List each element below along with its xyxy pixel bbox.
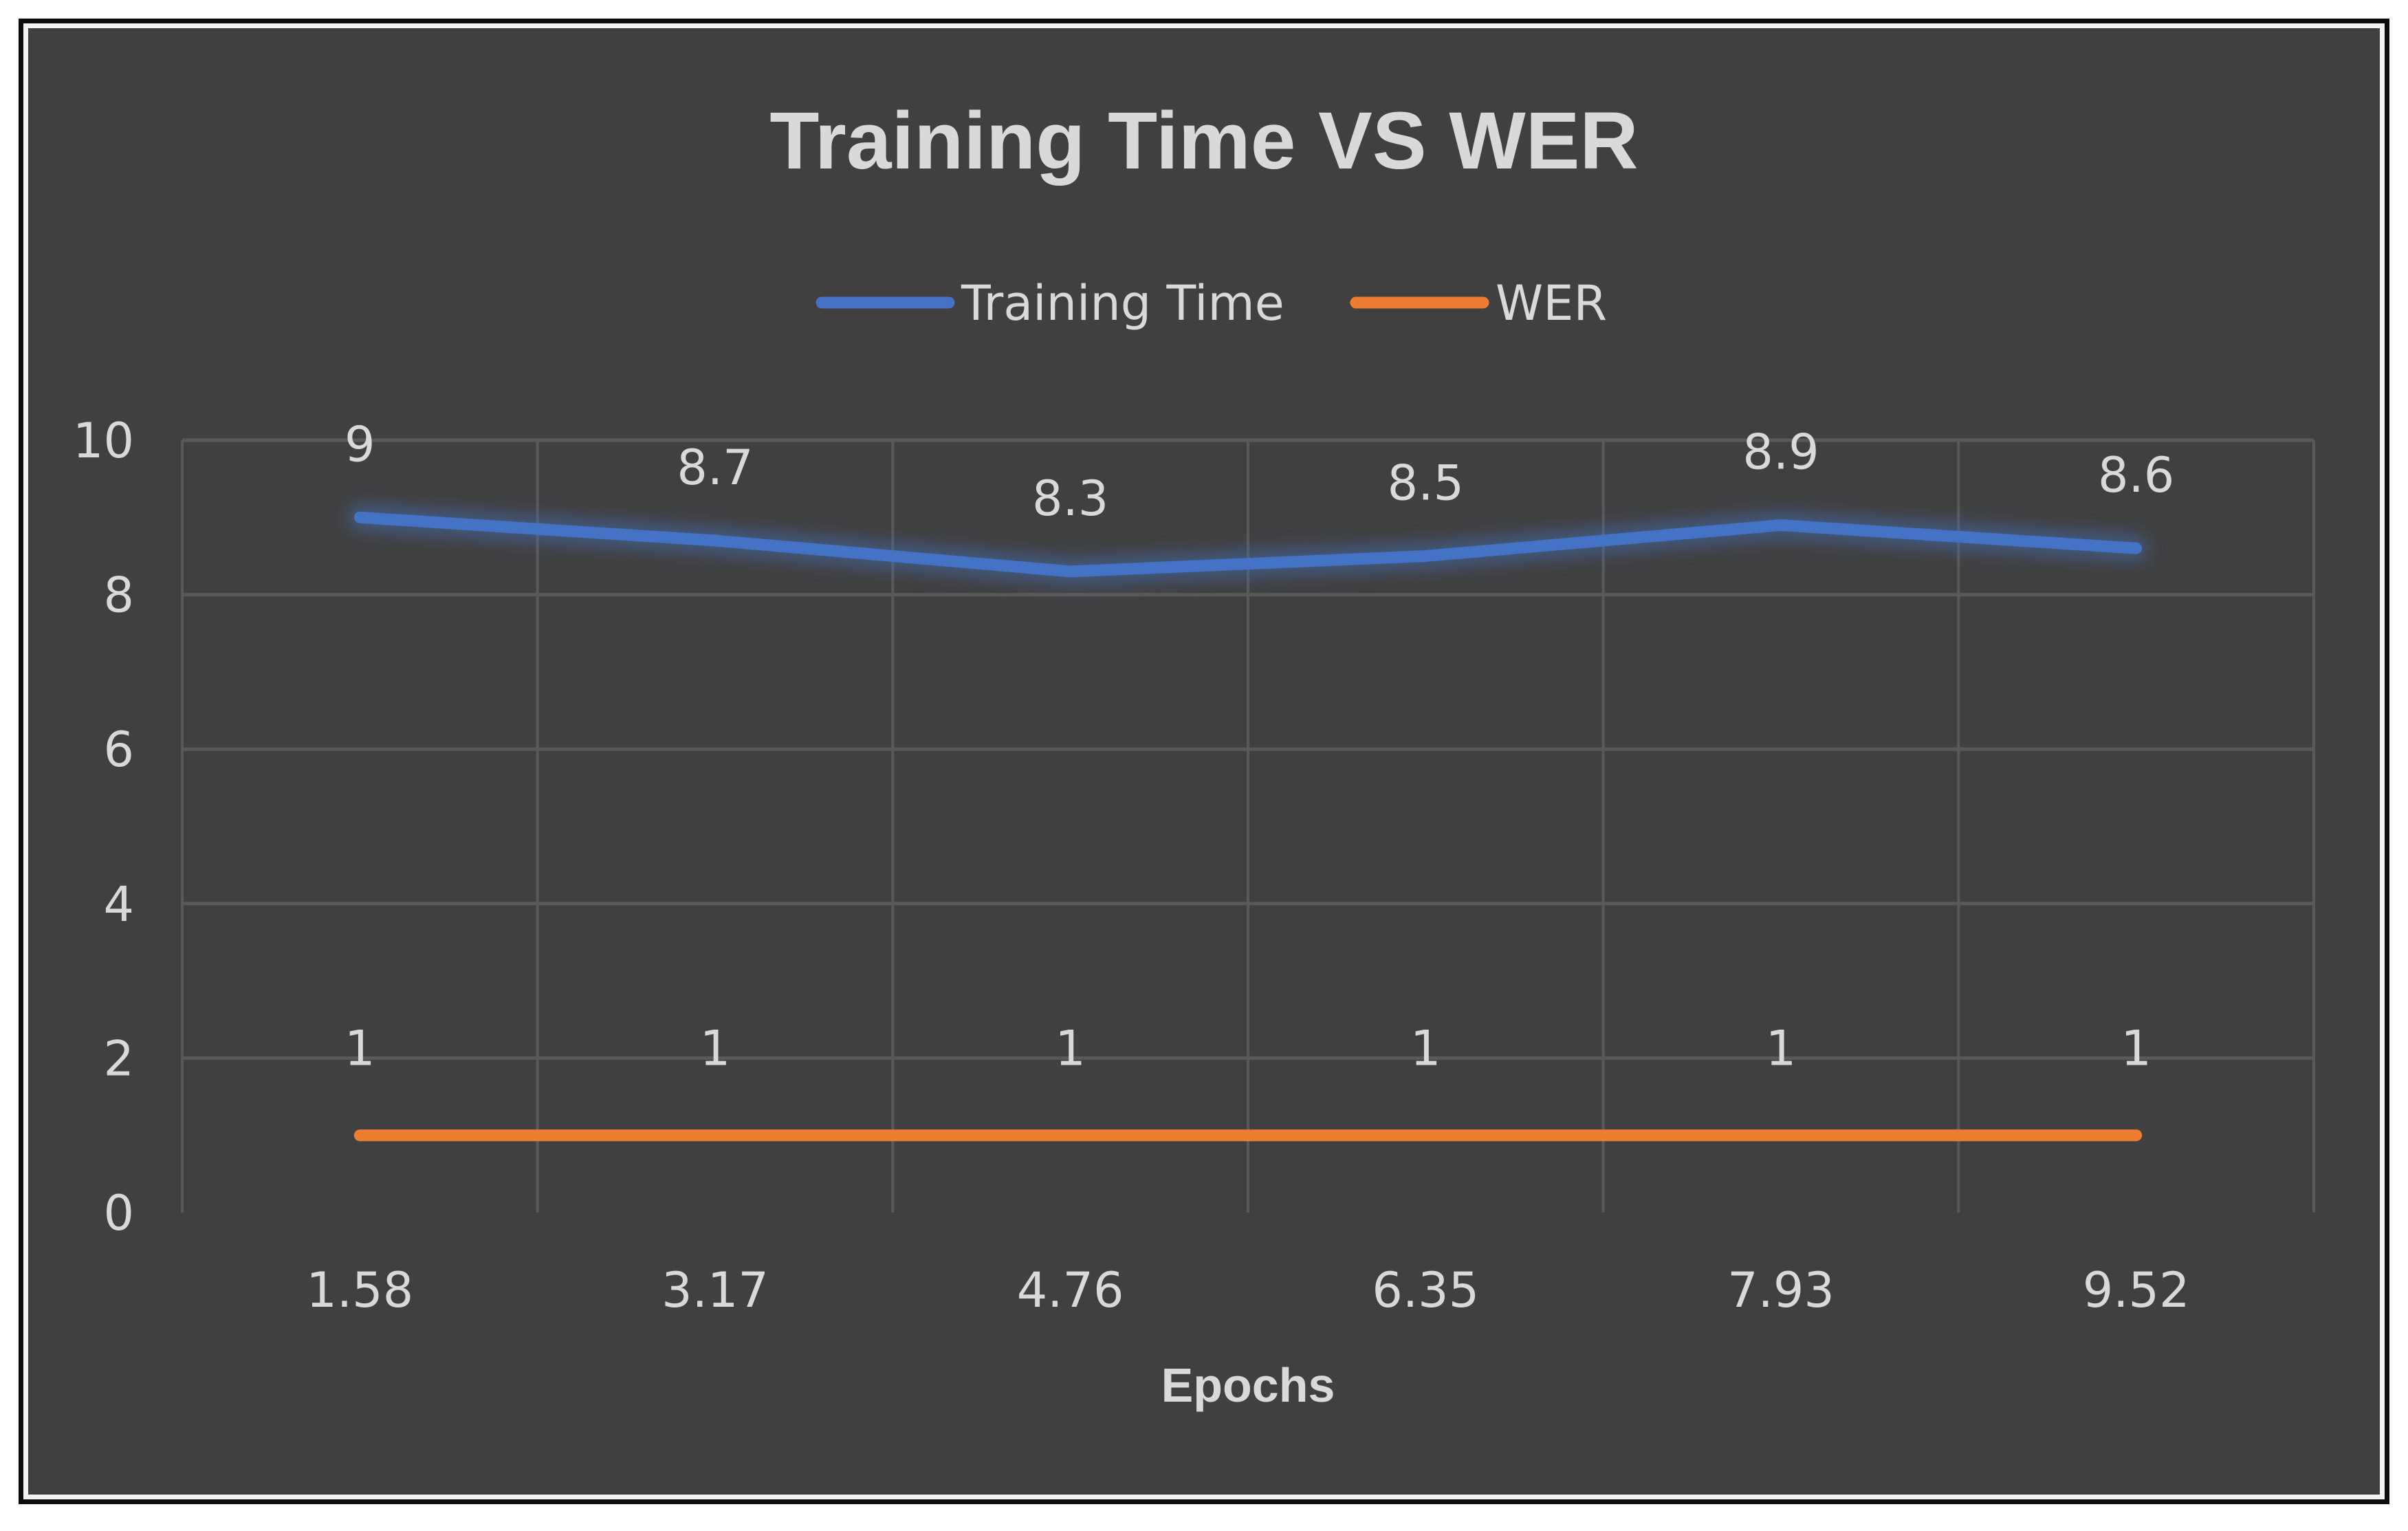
y-tick-label: 2 <box>103 1030 134 1087</box>
x-tick-label: 6.35 <box>1372 1262 1479 1318</box>
y-axis-ticks: 0 2 4 6 8 10 <box>73 413 134 1241</box>
x-tick-label: 3.17 <box>661 1262 769 1318</box>
x-tick-label: 1.58 <box>306 1262 413 1318</box>
data-label: 9 <box>344 416 375 473</box>
x-axis-title: Epochs <box>1161 1358 1335 1412</box>
data-label: 8.9 <box>1742 424 1819 481</box>
data-point <box>1780 524 1782 526</box>
data-label: 8.5 <box>1388 455 1464 511</box>
data-point <box>1780 1134 1782 1136</box>
data-label: 1 <box>1766 1021 1797 1077</box>
data-label: 8.6 <box>2098 447 2174 503</box>
data-point <box>1069 570 1071 572</box>
y-tick-label: 10 <box>73 413 134 469</box>
chart-area <box>28 28 2380 1495</box>
y-tick-label: 6 <box>103 721 134 778</box>
legend-item: Training Time <box>816 275 1284 332</box>
legend-item: WER <box>1350 275 1607 332</box>
data-label: 1 <box>2121 1021 2152 1077</box>
series-layer <box>348 506 2148 1147</box>
data-point <box>2135 1134 2137 1136</box>
x-tick-label: 9.52 <box>2083 1262 2190 1318</box>
chart-frame <box>19 19 2389 1504</box>
data-point <box>359 517 361 519</box>
data-label: 1 <box>700 1021 731 1077</box>
chart-title: Training Time VS WER <box>769 96 1638 186</box>
legend-label: WER <box>1496 275 1607 332</box>
data-point <box>714 1134 716 1136</box>
data-point <box>714 539 716 541</box>
data-label: 8.7 <box>677 439 753 496</box>
y-tick-label: 8 <box>103 567 134 624</box>
x-tick-label: 4.76 <box>1017 1262 1124 1318</box>
y-tick-label: 4 <box>103 876 134 933</box>
data-point <box>1425 555 1427 557</box>
data-label: 1 <box>1410 1021 1441 1077</box>
data-label: 1 <box>344 1021 375 1077</box>
y-tick-label: 0 <box>103 1185 134 1241</box>
data-label: 8.3 <box>1032 470 1108 527</box>
chart-legend: Training Time WER <box>816 275 1607 332</box>
legend-label: Training Time <box>961 275 1284 332</box>
series-line-0 <box>353 511 2143 578</box>
x-tick-label: 7.93 <box>1727 1262 1835 1318</box>
x-axis-ticks: 1.58 3.17 4.76 6.35 7.93 9.52 <box>306 1262 2189 1318</box>
data-label: 1 <box>1055 1021 1086 1077</box>
data-point <box>1069 1134 1071 1136</box>
data-point <box>2135 547 2137 550</box>
data-point <box>359 1134 361 1136</box>
data-labels: 9 8.7 8.3 8.5 8.9 8.6 1 1 1 1 1 1 <box>344 416 2174 1076</box>
data-point <box>1425 1134 1427 1136</box>
